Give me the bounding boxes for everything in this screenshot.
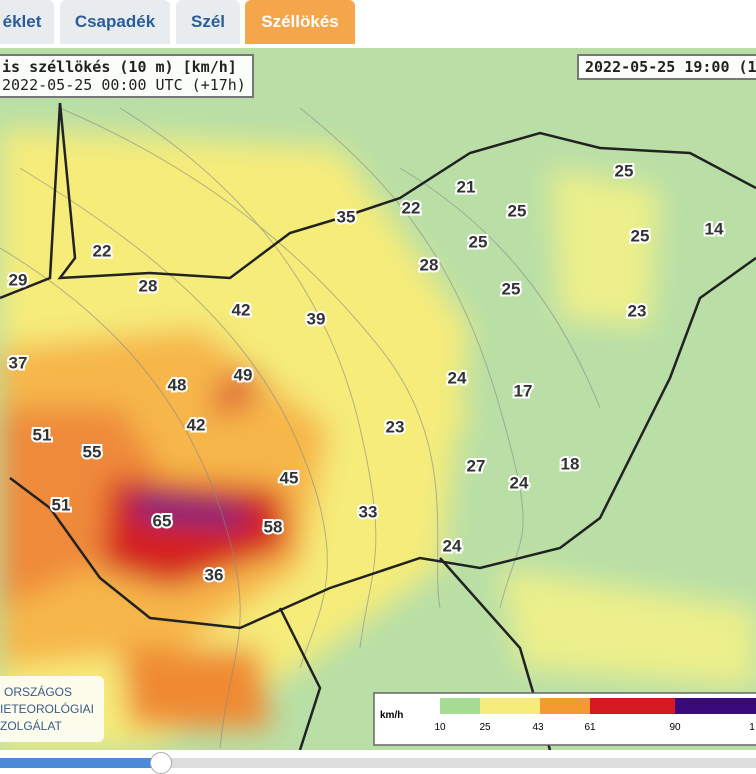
value-label: 35 bbox=[337, 207, 356, 226]
value-label: 45 bbox=[280, 468, 299, 487]
legend-unit: km/h bbox=[380, 710, 403, 721]
value-label: 22 bbox=[93, 241, 112, 260]
value-label: 25 bbox=[469, 232, 488, 251]
tab[interactable]: Szél bbox=[176, 0, 240, 44]
value-label: 24 bbox=[443, 536, 462, 555]
map-subtitle: 2022-05-25 00:00 UTC (+17h) bbox=[2, 76, 246, 94]
value-label: 49 bbox=[234, 365, 253, 384]
value-label: 51 bbox=[52, 495, 71, 514]
value-label: 25 bbox=[508, 201, 527, 220]
value-label: 24 bbox=[448, 368, 467, 387]
legend-tick: 25 bbox=[479, 722, 491, 733]
valid-time: 2022-05-25 19:00 (17 bbox=[577, 54, 756, 80]
value-label: 23 bbox=[386, 417, 405, 436]
value-label: 42 bbox=[232, 300, 251, 319]
slider-fill bbox=[0, 758, 160, 768]
value-label: 29 bbox=[9, 270, 28, 289]
value-label: 42 bbox=[187, 415, 206, 434]
map: 21 22 25 25 25 14 35 25 22 28 29 28 25 23 42 39 37 24 17 48… bbox=[0, 48, 756, 750]
logo-box bbox=[0, 676, 104, 742]
value-label: 39 bbox=[307, 309, 326, 328]
value-label: 65 bbox=[153, 511, 172, 530]
legend-tick: 61 bbox=[584, 722, 596, 733]
value-label: 25 bbox=[502, 279, 521, 298]
value-label: 55 bbox=[83, 442, 102, 461]
value-labels: 21 22 25 25 25 14 35 25 22 28 29 28 25 23 42 39 37 24 17 48… bbox=[7, 159, 726, 586]
value-label: 36 bbox=[205, 565, 224, 584]
legend-tick: 43 bbox=[532, 722, 544, 733]
tab[interactable]: Széllökés bbox=[245, 0, 355, 44]
value-label: 33 bbox=[359, 502, 378, 521]
tab[interactable]: Csapadék bbox=[60, 0, 170, 44]
value-label: 18 bbox=[561, 454, 580, 473]
value-label: 28 bbox=[420, 255, 439, 274]
slider-handle[interactable] bbox=[150, 752, 172, 774]
value-label: 51 bbox=[33, 425, 52, 444]
value-label: 21 bbox=[457, 177, 476, 196]
legend-tick: 10 bbox=[434, 722, 446, 733]
value-label: 22 bbox=[402, 198, 421, 217]
logo-text: ORSZÁGOS bbox=[4, 684, 72, 699]
map-title-box: is széllökés (10 m) [km/h] 2022-05-25 00… bbox=[0, 54, 254, 98]
legend-tick: 90 bbox=[669, 722, 681, 733]
value-label: 14 bbox=[705, 219, 724, 238]
map-title: is széllökés (10 m) [km/h] bbox=[2, 58, 237, 76]
borders bbox=[0, 102, 756, 750]
legend: km/h 10 25 43 61 90 1 bbox=[373, 692, 756, 746]
value-label: 48 bbox=[168, 375, 187, 394]
value-label: 27 bbox=[467, 456, 486, 475]
value-label: 25 bbox=[615, 161, 634, 180]
value-label: 37 bbox=[9, 353, 28, 372]
value-label: 28 bbox=[139, 276, 158, 295]
value-label: 25 bbox=[631, 226, 650, 245]
logo-text: ZOLGÁLAT bbox=[0, 718, 62, 733]
logo-text: IETEOROLÓGIAI bbox=[0, 701, 94, 716]
slider-track bbox=[0, 752, 756, 774]
value-label: 58 bbox=[264, 517, 283, 536]
tab[interactable]: éklet bbox=[0, 0, 54, 44]
legend-tick: 1 bbox=[749, 722, 755, 733]
streamlines bbox=[0, 107, 601, 749]
value-label: 23 bbox=[628, 301, 647, 320]
value-label: 17 bbox=[514, 381, 533, 400]
value-label: 24 bbox=[510, 473, 529, 492]
